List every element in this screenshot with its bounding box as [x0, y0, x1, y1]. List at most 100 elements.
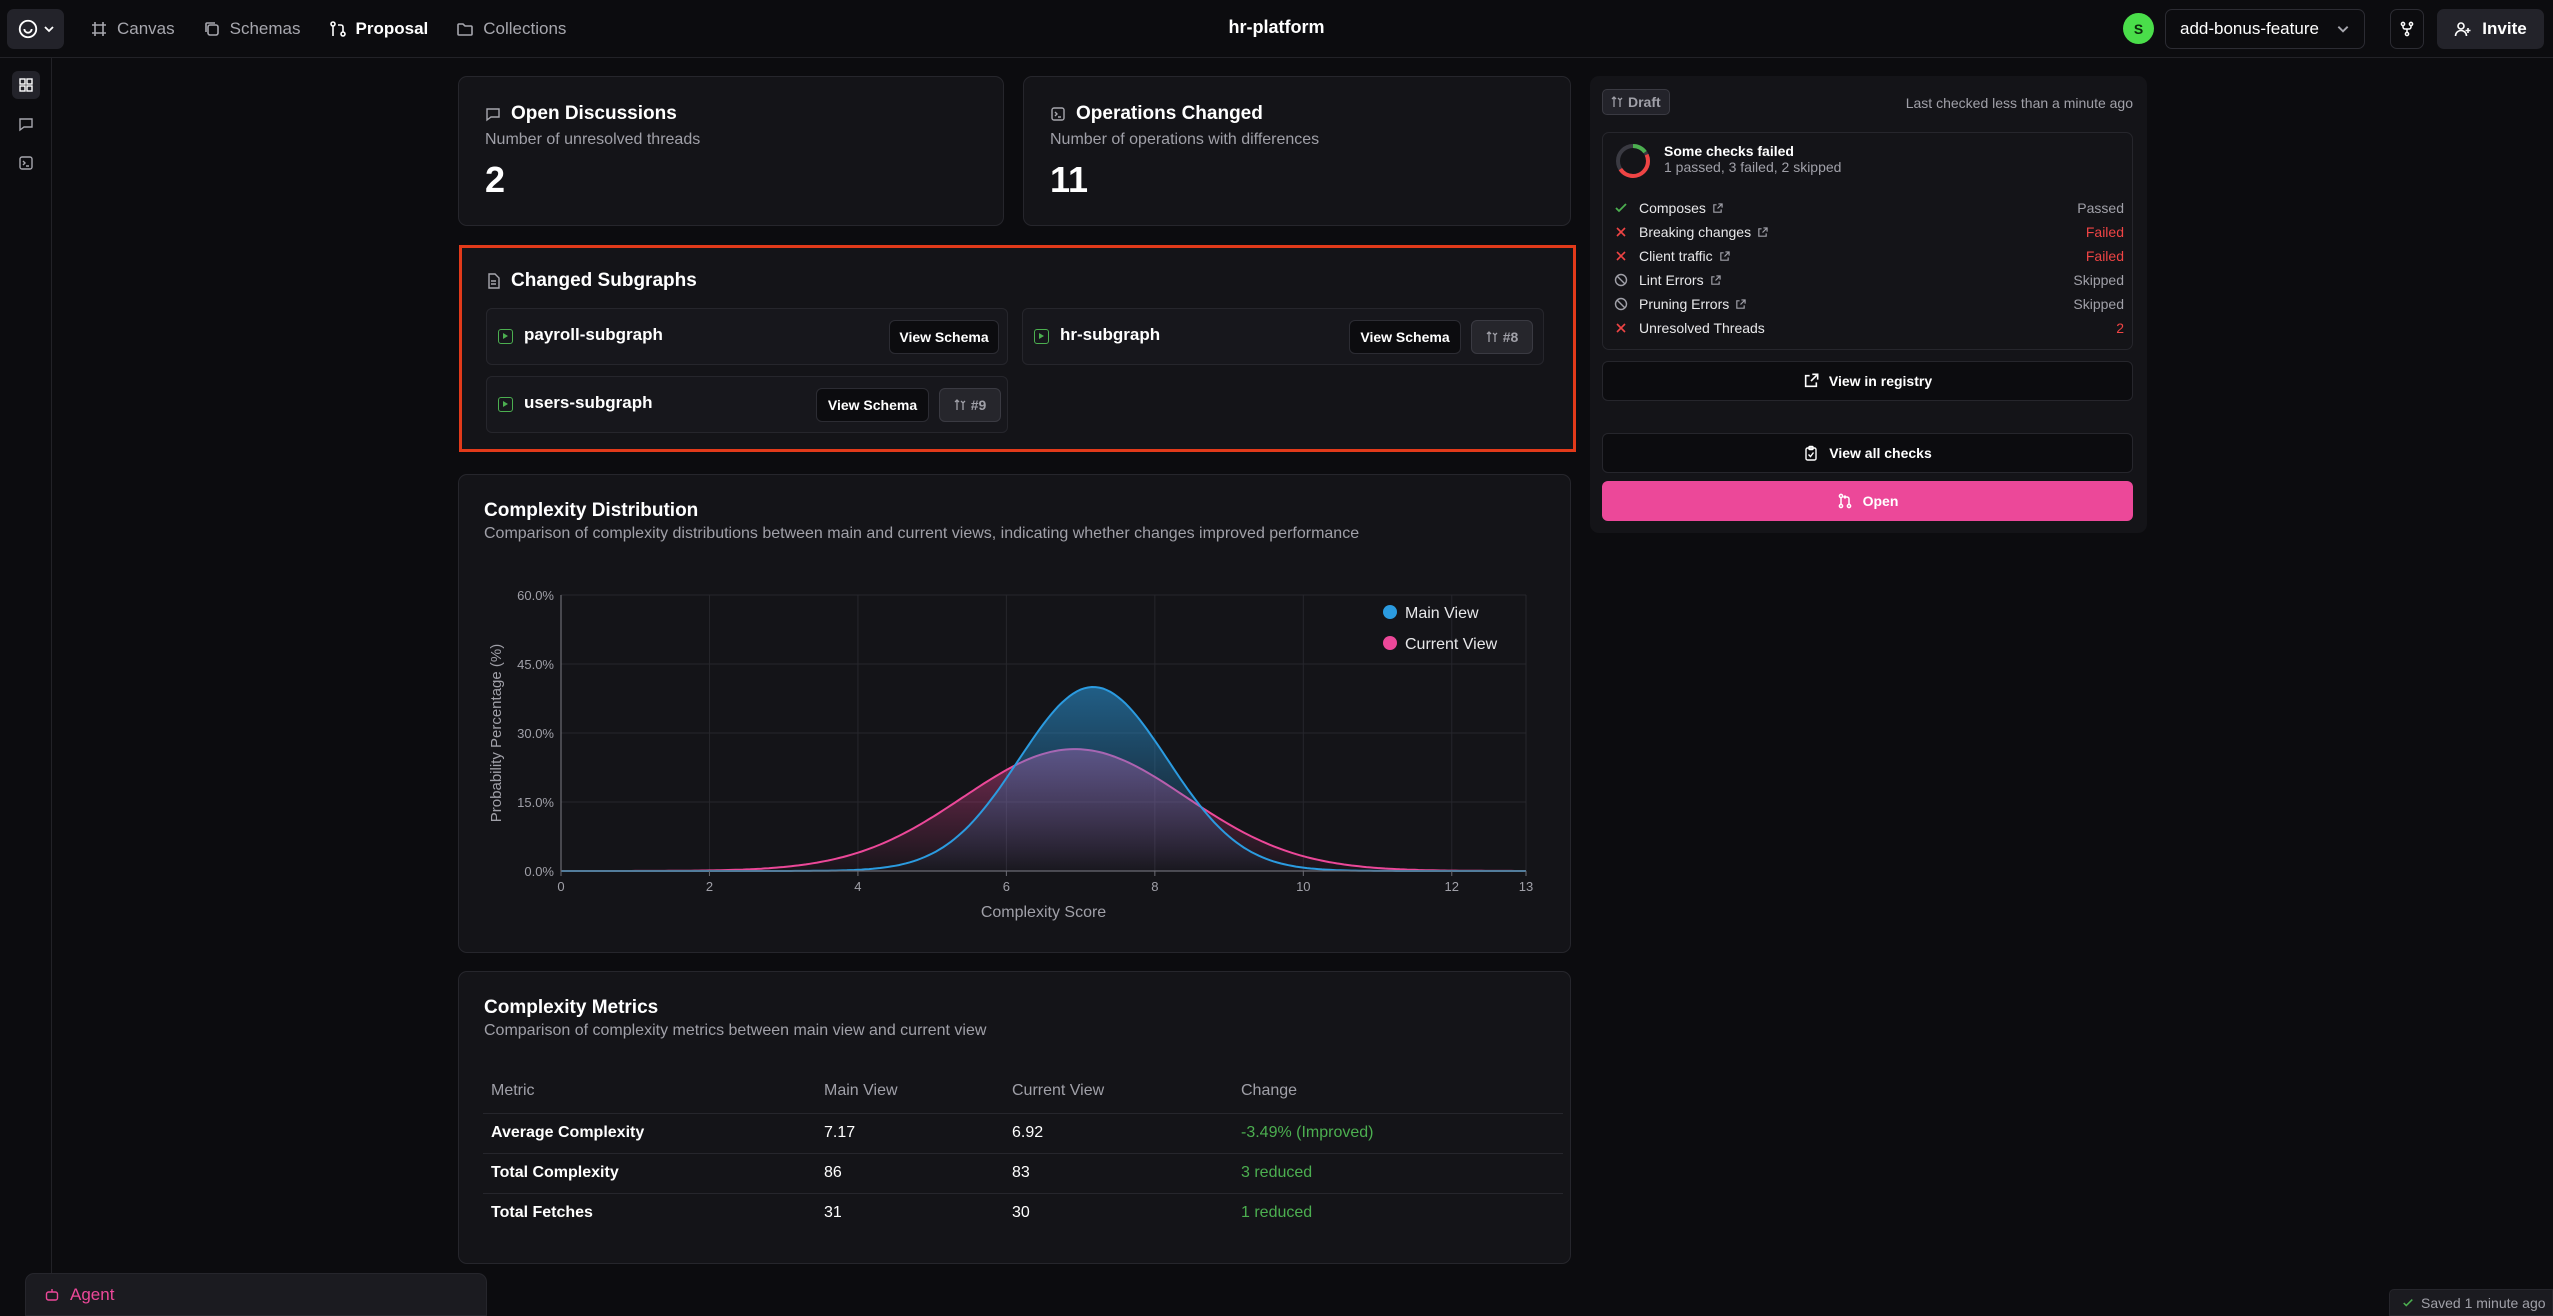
left-sidebar — [0, 58, 52, 1316]
pull-request-icon — [1486, 331, 1498, 342]
open-discussions-title-text: Open Discussions — [511, 103, 677, 124]
open-discussions-title: Open Discussions — [485, 103, 977, 125]
message-icon — [486, 108, 500, 122]
check-status: Skipped — [2073, 296, 2124, 312]
external-link-icon[interactable] — [1735, 298, 1746, 310]
main-nav: Canvas Schemas Proposal Collections — [90, 0, 566, 58]
y-tick-label: 45.0% — [517, 657, 554, 672]
proposal-icon — [329, 21, 346, 37]
check-row-pruning-errors[interactable]: Pruning Errors Skipped — [1613, 292, 2124, 316]
branch-select[interactable]: add-bonus-feature — [2165, 9, 2365, 49]
pull-request-icon — [954, 399, 966, 410]
sidebar-overview-button[interactable] — [12, 71, 40, 99]
check-row-client-traffic[interactable]: Client traffic Failed — [1613, 244, 2124, 268]
check-row-composes[interactable]: Composes Passed — [1613, 196, 2124, 220]
agent-bar[interactable]: Agent — [25, 1273, 487, 1316]
external-link-icon[interactable] — [1757, 226, 1768, 238]
complexity-chart: 0.0% 15.0% 30.0% 45.0% 60.0% 0 2 4 6 8 10 12 13 Compl… — [488, 588, 1533, 921]
open-proposal-label: Open — [1862, 493, 1899, 509]
check-status: Skipped — [2073, 272, 2124, 288]
complexity-metrics-subtitle: Comparison of complexity metrics between… — [484, 1022, 987, 1039]
checks-list: Some checks failed 1 passed, 3 failed, 2… — [1602, 132, 2133, 350]
file-icon — [488, 273, 500, 289]
change-value: 1 reduced — [1241, 1204, 1313, 1222]
nav-canvas[interactable]: Canvas — [90, 19, 175, 39]
branch-graph-button[interactable] — [2390, 9, 2424, 49]
check-row-unresolved-threads[interactable]: Unresolved Threads 2 — [1613, 316, 2124, 340]
current-view-value: 6.92 — [1004, 1113, 1233, 1154]
y-axis-label: Probability Percentage (%) — [488, 644, 505, 822]
saved-status: Saved 1 minute ago — [2389, 1289, 2553, 1316]
external-link-icon[interactable] — [1719, 250, 1730, 262]
external-link-icon[interactable] — [1710, 274, 1721, 286]
main-view-value: 7.17 — [816, 1113, 1004, 1154]
logo-icon — [18, 19, 37, 39]
sidebar-discussions-button[interactable] — [12, 110, 40, 138]
view-all-checks-label: View all checks — [1829, 445, 1932, 461]
check-row-breaking-changes[interactable]: Breaking changes Failed — [1613, 220, 2124, 244]
nav-proposal[interactable]: Proposal — [329, 19, 428, 39]
check-name: Unresolved Threads — [1639, 320, 1765, 336]
branch-select-value: add-bonus-feature — [2180, 19, 2319, 38]
view-schema-button[interactable]: View Schema — [889, 320, 999, 354]
open-proposal-button[interactable]: Open — [1602, 481, 2133, 521]
pull-request-button[interactable]: #8 — [1471, 320, 1533, 354]
git-fork-icon — [2400, 21, 2414, 37]
ban-icon — [1613, 296, 1629, 312]
subgraph-icon — [498, 397, 513, 412]
sidebar-checks-button[interactable] — [12, 149, 40, 177]
view-in-registry-label: View in registry — [1828, 373, 1933, 389]
checks-panel: Draft Last checked less than a minute ag… — [1590, 76, 2147, 533]
view-all-checks-button[interactable]: View all checks — [1602, 433, 2133, 473]
nav-schemas[interactable]: Schemas — [203, 19, 301, 39]
column-header: Main View — [816, 1069, 1004, 1114]
external-link-icon — [1804, 373, 1819, 388]
complexity-distribution-title: Complexity Distribution — [484, 500, 699, 521]
check-status: 2 — [2116, 320, 2124, 336]
view-in-registry-button[interactable]: View in registry — [1602, 361, 2133, 401]
x-tick-label: 0 — [557, 879, 564, 894]
legend-label: Current View — [1405, 636, 1498, 653]
avatar[interactable]: S — [2123, 13, 2154, 44]
pull-request-icon — [1838, 493, 1851, 509]
table-row: Average Complexity 7.17 6.92 -3.49% (Imp… — [483, 1113, 1563, 1154]
external-link-icon[interactable] — [1712, 202, 1723, 214]
series-area-main-view — [561, 687, 1526, 871]
invite-button[interactable]: Invite — [2437, 9, 2544, 49]
chevron-down-icon — [43, 26, 54, 33]
view-schema-button[interactable]: View Schema — [816, 388, 929, 422]
subgraph-item: hr-subgraph View Schema #8 — [1022, 308, 1544, 365]
table-row: Total Complexity 86 83 3 reduced — [483, 1153, 1563, 1194]
view-schema-button[interactable]: View Schema — [1349, 320, 1461, 354]
check-row-lint-errors[interactable]: Lint Errors Skipped — [1613, 268, 2124, 292]
x-tick-label: 8 — [1151, 879, 1158, 894]
subgraph-item: payroll-subgraph View Schema — [486, 308, 1008, 365]
complexity-metrics-card: Complexity Metrics Comparison of complex… — [458, 971, 1571, 1264]
pull-request-button[interactable]: #9 — [939, 388, 1001, 422]
x-icon — [1613, 320, 1629, 336]
metric-name: Total Complexity — [483, 1153, 816, 1194]
main-view-value: 31 — [824, 1204, 842, 1222]
check-status: Failed — [2085, 248, 2124, 264]
change-value: 3 reduced — [1233, 1153, 1563, 1194]
y-tick-label: 60.0% — [517, 588, 554, 603]
check-name: Client traffic — [1639, 248, 1713, 264]
operations-changed-subtitle: Number of operations with differences — [1050, 131, 1320, 148]
pull-request-number: #9 — [970, 397, 987, 413]
operations-changed-title: Operations Changed — [1050, 103, 1544, 125]
clipboard-check-icon — [1805, 445, 1817, 461]
change-value: -3.49% (Improved) — [1233, 1113, 1563, 1154]
check-name: Lint Errors — [1639, 272, 1704, 288]
legend-label: Main View — [1405, 605, 1479, 622]
dashboard-icon — [19, 78, 33, 92]
table-row: Total Fetches 31 30 1 reduced — [483, 1193, 1563, 1233]
column-header: Metric — [483, 1069, 816, 1114]
workspace-menu-button[interactable] — [7, 9, 64, 49]
subgraph-name: payroll-subgraph — [524, 325, 663, 344]
diff-icon — [1051, 107, 1065, 121]
subgraph-icon — [498, 329, 513, 344]
x-tick-label: 12 — [1445, 879, 1459, 894]
complexity-distribution-card: Complexity Distribution Comparison of co… — [458, 474, 1571, 953]
bot-icon — [45, 1288, 59, 1301]
nav-collections[interactable]: Collections — [456, 19, 566, 39]
